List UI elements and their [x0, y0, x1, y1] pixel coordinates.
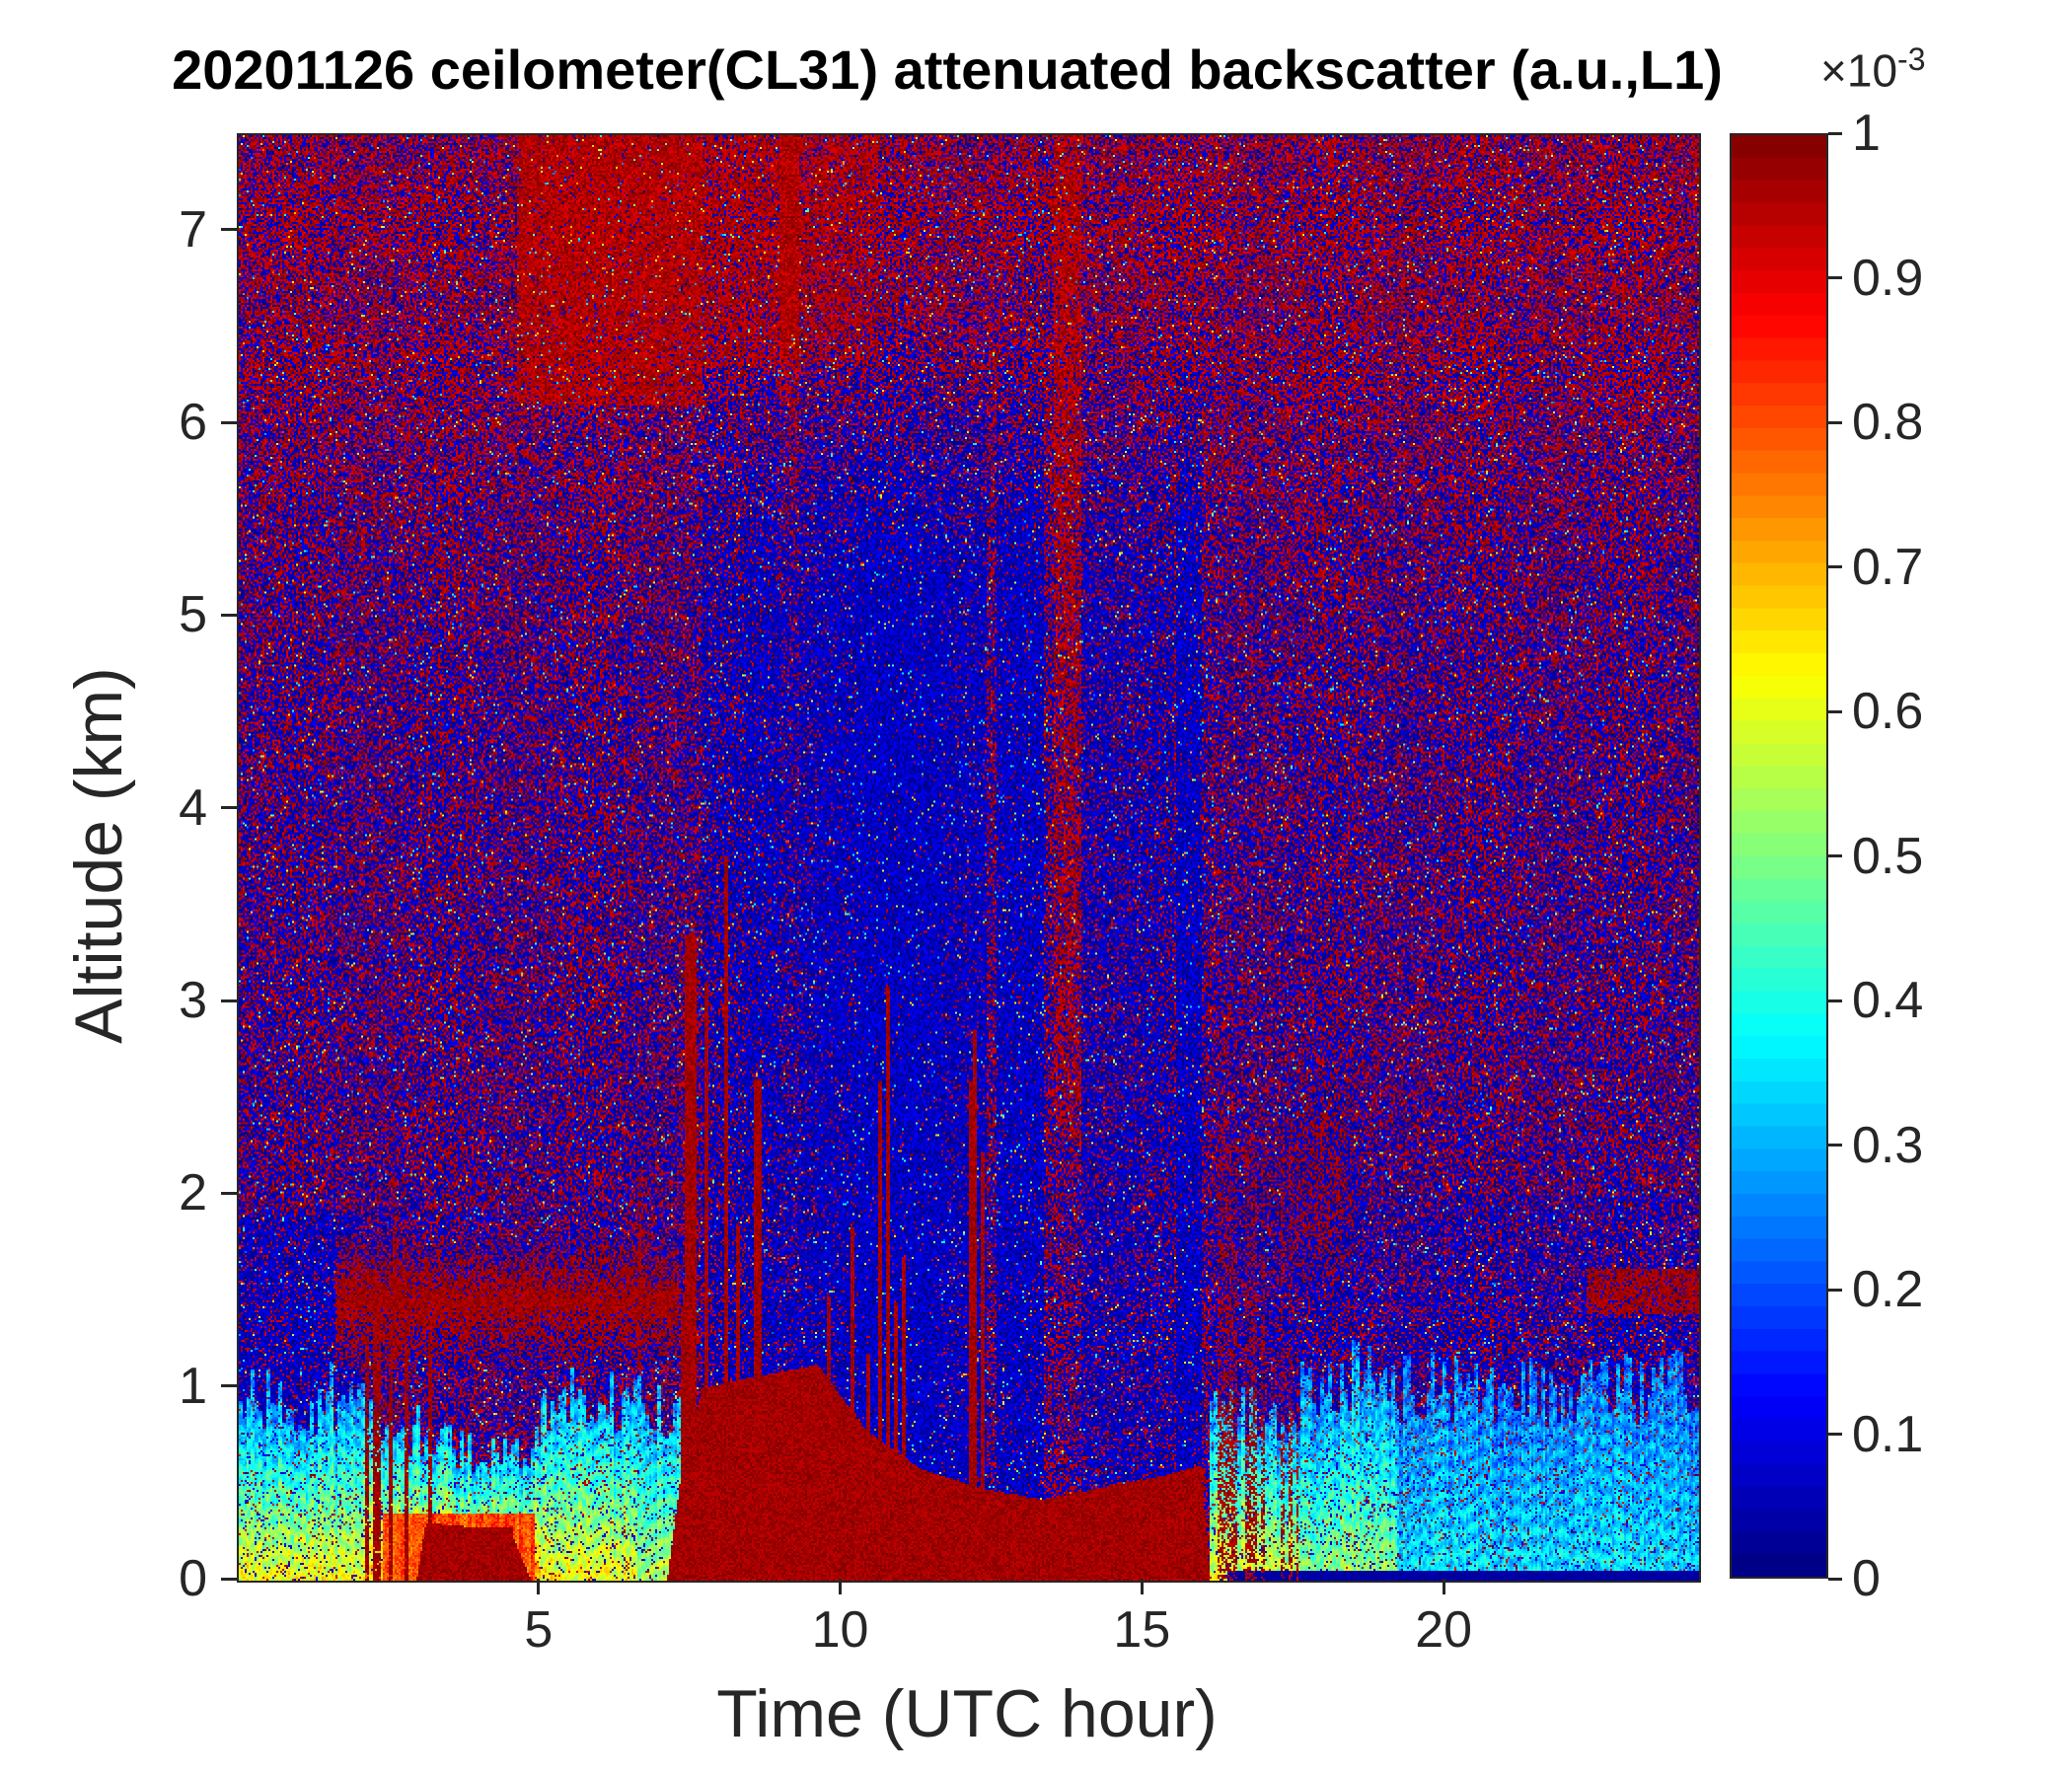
colorbar-tick — [1828, 1144, 1842, 1147]
colorbar-tick — [1828, 420, 1842, 424]
colorbar-tick — [1828, 131, 1842, 135]
x-tick — [1140, 1579, 1144, 1594]
colorbar-tick-label: 0 — [1852, 1550, 1881, 1607]
y-tick-label: 3 — [179, 972, 207, 1029]
colorbar-tick — [1828, 1288, 1842, 1292]
colorbar-tick-label: 0.3 — [1852, 1116, 1924, 1174]
y-tick — [221, 999, 237, 1002]
y-tick — [221, 1577, 237, 1581]
colorbar-exponent-power: -3 — [1897, 41, 1926, 77]
y-tick-label: 0 — [179, 1550, 207, 1607]
y-tick — [221, 806, 237, 810]
y-tick-label: 6 — [179, 394, 207, 451]
colorbar-tick — [1828, 854, 1842, 857]
colorbar-gradient-canvas — [1732, 135, 1826, 1577]
x-tick-label: 5 — [524, 1601, 554, 1659]
colorbar-tick — [1828, 999, 1842, 1002]
y-tick-label: 5 — [179, 586, 207, 644]
colorbar-tick — [1828, 276, 1842, 279]
colorbar — [1730, 133, 1828, 1579]
y-tick — [221, 1191, 237, 1195]
x-tick — [839, 1579, 843, 1594]
colorbar-tick-label: 0.7 — [1852, 538, 1924, 596]
x-tick — [1442, 1579, 1445, 1594]
y-tick — [221, 420, 237, 424]
colorbar-tick-label: 0.8 — [1852, 394, 1924, 451]
colorbar-tick — [1828, 1577, 1842, 1581]
heatmap-canvas — [239, 135, 1699, 1581]
y-tick-label: 1 — [179, 1357, 207, 1415]
x-axis-label: Time (UTC hour) — [716, 1676, 1218, 1751]
colorbar-tick-label: 0.6 — [1852, 683, 1924, 740]
x-tick — [537, 1579, 541, 1594]
colorbar-tick — [1828, 1433, 1842, 1436]
colorbar-tick-label: 0.9 — [1852, 249, 1924, 307]
colorbar-exponent-label: ×10-3 — [1820, 41, 1925, 97]
plot-area — [237, 133, 1701, 1583]
y-axis-label: Altitude (km) — [61, 667, 136, 1044]
chart-title: 20201126 ceilometer(CL31) attenuated bac… — [172, 38, 1723, 101]
y-tick — [221, 228, 237, 232]
y-tick-label: 2 — [179, 1164, 207, 1222]
x-tick-label: 15 — [1113, 1601, 1171, 1659]
y-tick — [221, 613, 237, 617]
colorbar-tick-label: 0.1 — [1852, 1405, 1924, 1463]
y-tick — [221, 1384, 237, 1388]
colorbar-tick-label: 1 — [1852, 105, 1881, 162]
colorbar-tick — [1828, 565, 1842, 568]
colorbar-tick — [1828, 709, 1842, 713]
x-tick-label: 10 — [811, 1601, 869, 1659]
y-tick-label: 4 — [179, 778, 207, 837]
colorbar-tick-label: 0.2 — [1852, 1261, 1924, 1318]
colorbar-exponent-base: ×10 — [1820, 44, 1898, 97]
x-tick-label: 20 — [1415, 1601, 1473, 1659]
colorbar-tick-label: 0.5 — [1852, 827, 1924, 885]
y-tick-label: 7 — [179, 200, 207, 259]
colorbar-tick-label: 0.4 — [1852, 972, 1924, 1029]
